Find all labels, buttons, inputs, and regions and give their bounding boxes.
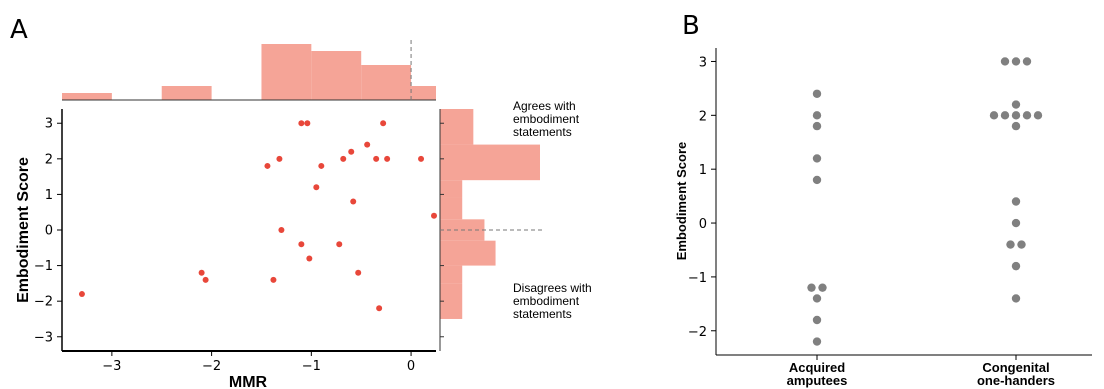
data-point bbox=[1011, 121, 1021, 131]
right-hist-bar bbox=[440, 240, 496, 266]
data-point bbox=[1017, 240, 1026, 249]
data-point bbox=[373, 155, 380, 162]
data-point bbox=[1011, 294, 1021, 303]
category-label: amputees bbox=[787, 373, 848, 388]
data-point bbox=[304, 120, 311, 127]
panel-a-letter: A bbox=[10, 15, 28, 45]
panel-b-letter: B bbox=[682, 11, 700, 41]
top-hist-bar bbox=[161, 86, 212, 100]
data-point bbox=[340, 155, 347, 162]
data-point bbox=[1011, 100, 1021, 109]
category-label: Acquired bbox=[789, 360, 845, 375]
y-tick-label: 3 bbox=[45, 117, 53, 132]
data-point bbox=[1000, 57, 1010, 66]
data-point bbox=[1022, 111, 1032, 120]
annotation-agrees-line: embodiment bbox=[513, 112, 580, 126]
right-hist-bar bbox=[440, 265, 463, 284]
data-point bbox=[431, 212, 438, 219]
data-point bbox=[1033, 111, 1043, 120]
y-tick-label: −2 bbox=[34, 295, 53, 310]
x-tick-label: −2 bbox=[202, 359, 221, 374]
data-point bbox=[812, 337, 822, 346]
top-hist-bar bbox=[261, 44, 312, 100]
data-point bbox=[376, 305, 383, 312]
data-point bbox=[276, 155, 283, 162]
data-point bbox=[313, 184, 320, 191]
data-point bbox=[989, 111, 999, 120]
data-point bbox=[350, 198, 357, 205]
y-tick-label: −3 bbox=[34, 330, 53, 345]
data-point bbox=[336, 241, 343, 248]
top-hist-bar bbox=[411, 86, 436, 100]
top-hist-bar bbox=[311, 51, 362, 100]
right-hist-bar bbox=[440, 180, 463, 198]
y-axis-title: Embodiment Score bbox=[674, 142, 689, 260]
data-point bbox=[818, 283, 827, 292]
data-point bbox=[198, 269, 205, 276]
y-tick-label: 1 bbox=[45, 188, 53, 203]
y-tick-label: 0 bbox=[699, 217, 707, 232]
category-label: one-handers bbox=[977, 373, 1055, 388]
data-point bbox=[812, 294, 822, 303]
annotation-disagrees-line: Disagrees with bbox=[513, 281, 592, 295]
y-tick-label: 2 bbox=[45, 152, 53, 167]
data-point bbox=[1006, 240, 1015, 249]
y-tick-label: −1 bbox=[34, 259, 53, 274]
right-hist-bar bbox=[440, 109, 474, 145]
data-point bbox=[812, 111, 822, 120]
y-tick-label: 1 bbox=[699, 163, 707, 178]
right-hist-bar bbox=[440, 283, 463, 319]
y-tick-label: −2 bbox=[688, 325, 707, 340]
data-point bbox=[306, 255, 313, 262]
data-point bbox=[270, 276, 277, 283]
right-hist-bar bbox=[440, 144, 540, 181]
data-point bbox=[364, 141, 371, 148]
y-tick-label: 3 bbox=[699, 55, 707, 70]
top-hist-bar bbox=[361, 65, 412, 100]
annotation-agrees-line: Agrees with bbox=[513, 99, 576, 113]
data-point bbox=[78, 291, 85, 298]
data-point bbox=[202, 276, 209, 283]
x-tick-label: −1 bbox=[302, 359, 321, 374]
panel-a-scatter: Agrees withembodimentstatementsDisagrees… bbox=[15, 40, 592, 389]
data-point bbox=[1000, 111, 1010, 120]
data-point bbox=[1011, 197, 1021, 206]
annotation-disagrees-line: embodiment bbox=[513, 294, 580, 308]
top-hist-bar bbox=[62, 93, 112, 100]
y-tick-label: 0 bbox=[45, 224, 53, 239]
data-point bbox=[1011, 261, 1021, 271]
y-tick-label: 2 bbox=[699, 109, 707, 124]
data-point bbox=[1011, 218, 1021, 228]
data-point bbox=[807, 283, 816, 292]
data-point bbox=[384, 155, 391, 162]
category-label: Congenital bbox=[982, 360, 1049, 375]
data-point bbox=[264, 162, 271, 169]
data-point bbox=[298, 241, 305, 248]
data-point bbox=[1011, 111, 1021, 120]
data-point bbox=[812, 89, 822, 98]
data-point bbox=[418, 155, 425, 162]
annotation-agrees-line: statements bbox=[513, 125, 572, 139]
y-tick-label: −1 bbox=[688, 271, 707, 286]
data-point bbox=[278, 227, 285, 233]
annotation-disagrees-line: statements bbox=[513, 307, 572, 321]
data-point bbox=[318, 162, 325, 169]
right-hist-bar bbox=[440, 197, 463, 220]
data-point bbox=[380, 120, 387, 127]
data-point bbox=[812, 315, 822, 325]
x-tick-label: 0 bbox=[407, 359, 415, 374]
data-point bbox=[1011, 57, 1021, 66]
data-point bbox=[812, 154, 822, 163]
data-point bbox=[348, 148, 355, 155]
data-point bbox=[298, 120, 305, 127]
data-point bbox=[812, 121, 822, 131]
data-point bbox=[355, 269, 362, 276]
data-point bbox=[1022, 57, 1032, 66]
x-tick-label: −3 bbox=[102, 359, 121, 374]
y-axis-title: Embodiment Score bbox=[15, 157, 32, 303]
data-point bbox=[812, 175, 822, 185]
x-axis-title: MMR bbox=[229, 374, 268, 389]
